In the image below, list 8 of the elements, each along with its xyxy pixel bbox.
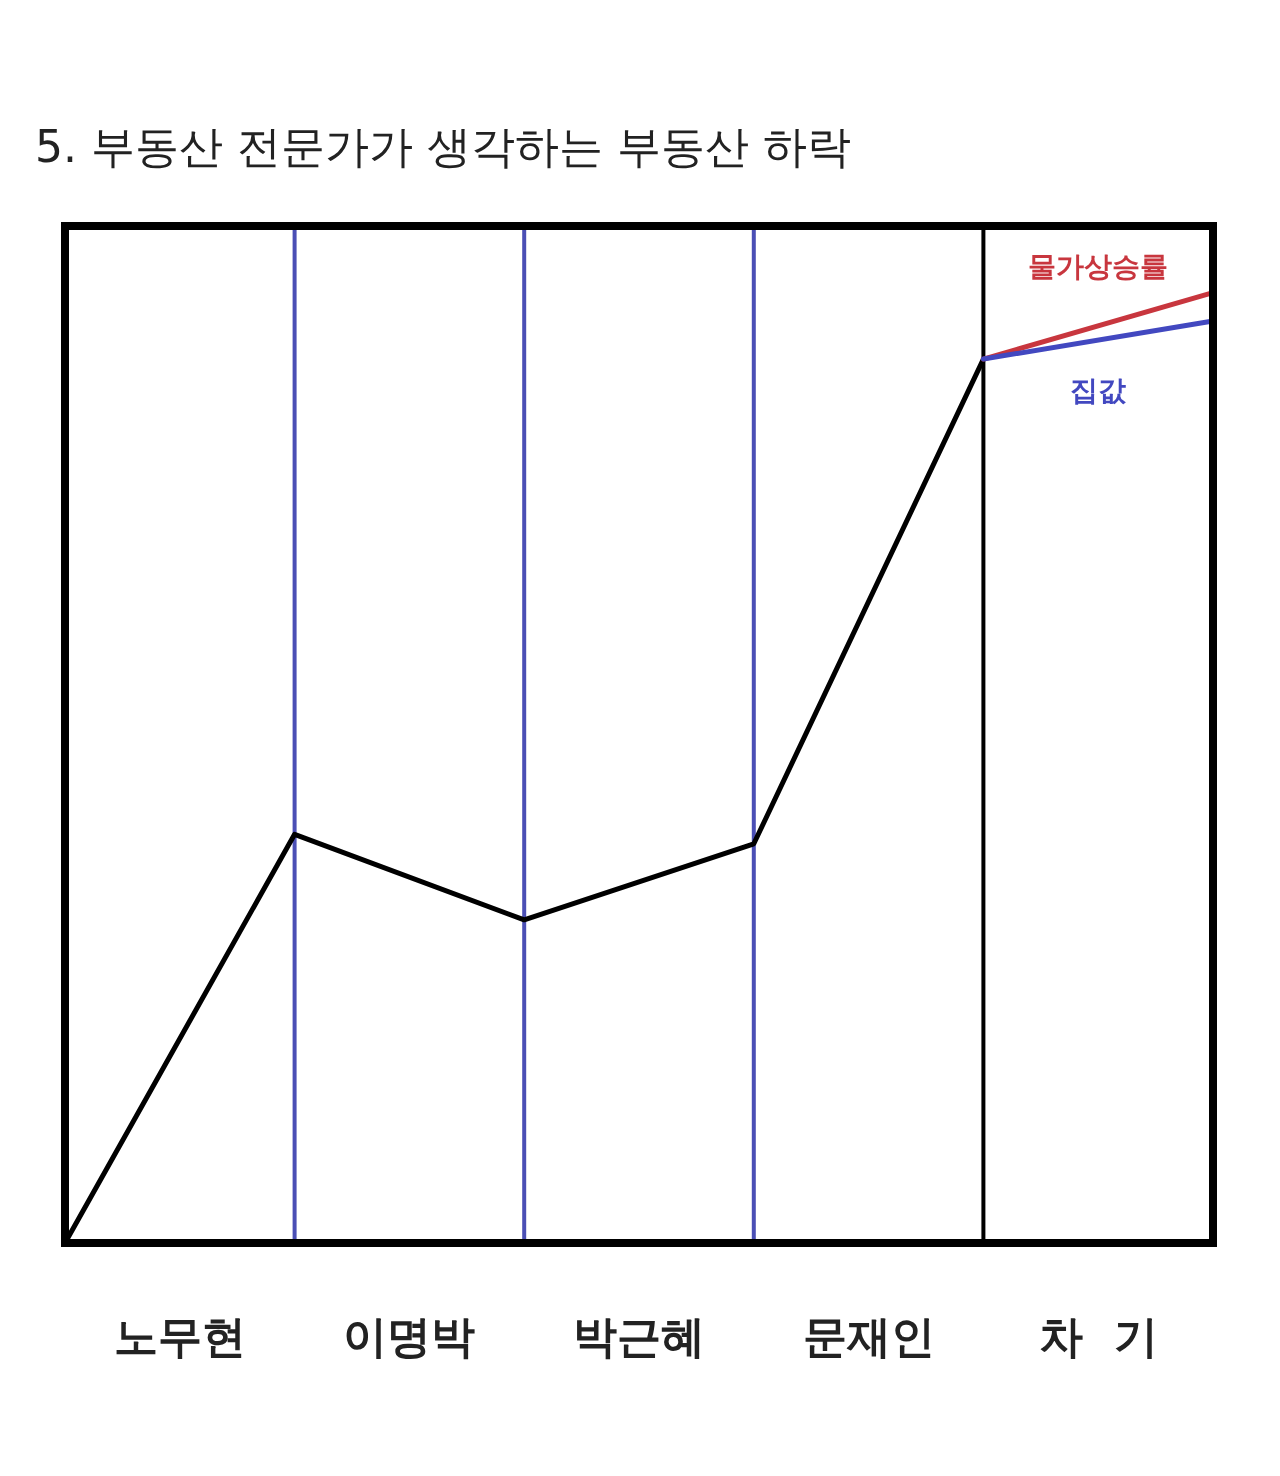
chart-title: 5. 부동산 전문가가 생각하는 부동산 하락 [35,121,851,172]
x-tick-label: 노무현 [113,1311,246,1362]
x-tick-label: 차 기 [1038,1311,1158,1362]
series-label: 물가상승률 [1028,249,1169,283]
x-tick-label: 문재인 [802,1311,935,1362]
series-label: 집값 [1070,374,1127,408]
x-tick-label: 이명박 [343,1311,476,1362]
x-tick-label: 박근혜 [573,1311,705,1362]
